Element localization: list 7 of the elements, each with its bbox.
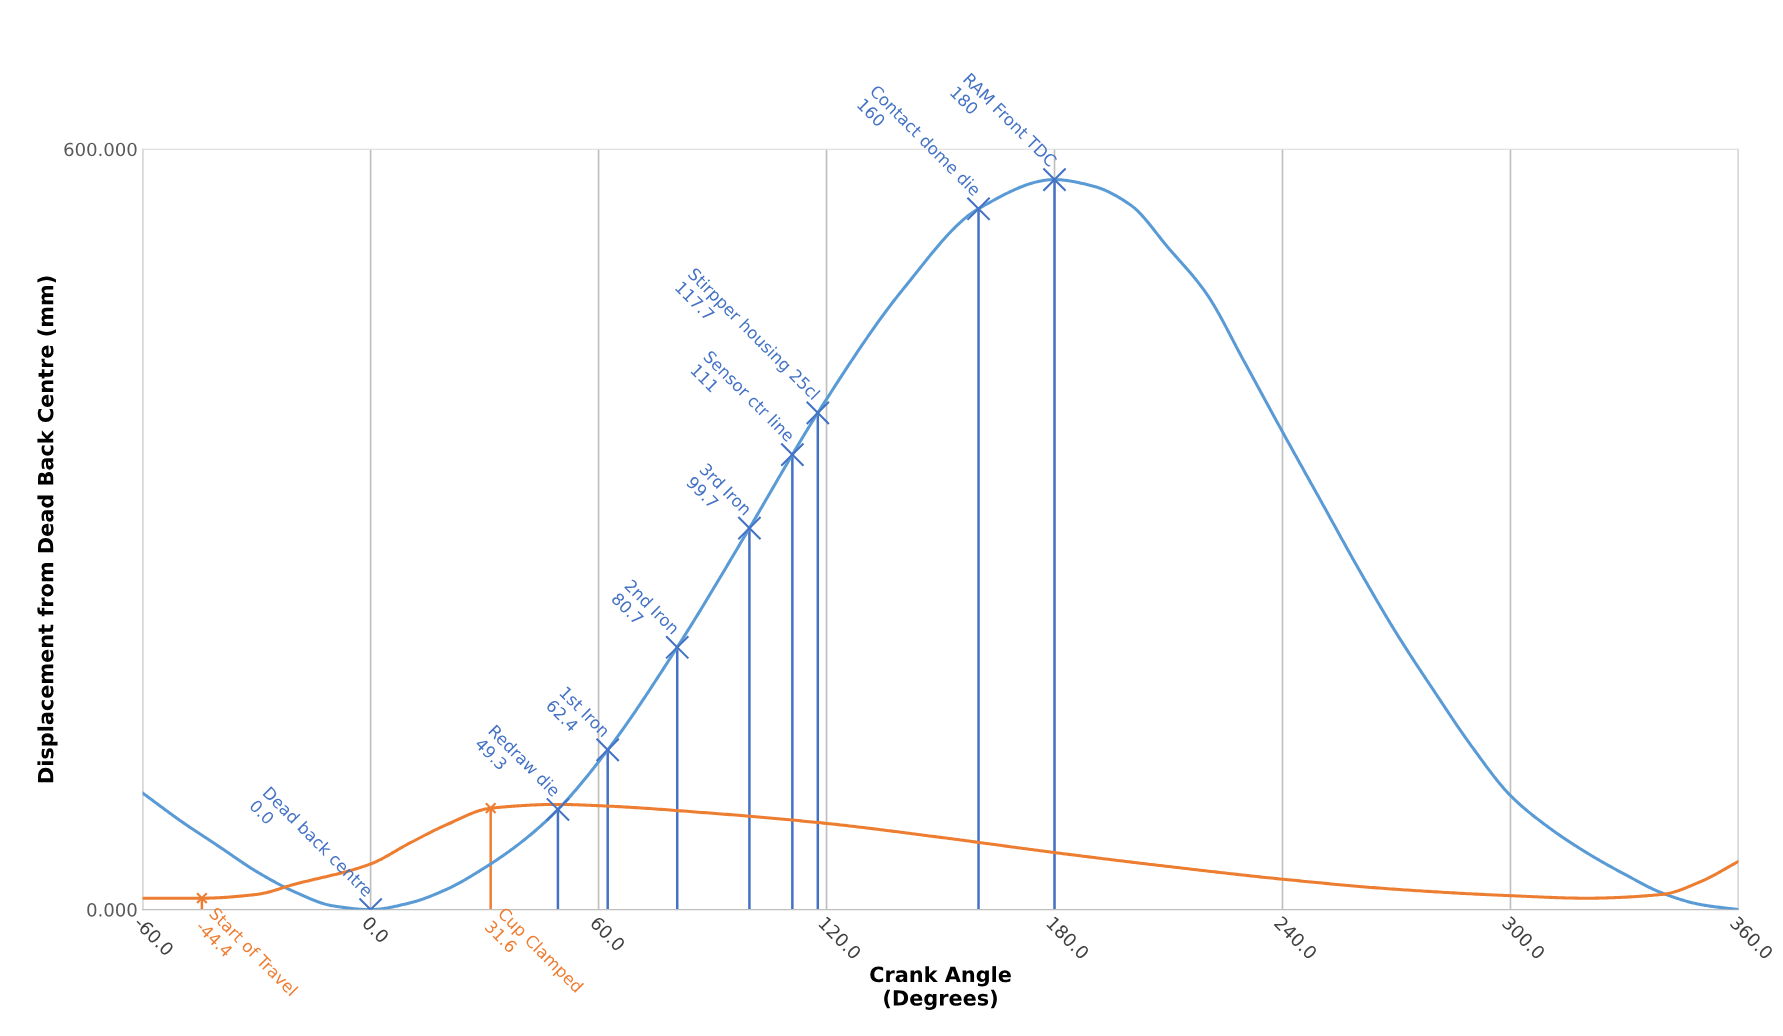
x-axis-title: Crank Angle (Degrees) [870,966,1011,1010]
y-tick-label: 600.000 [64,142,137,157]
y-tick-label: 0.000 [87,903,137,917]
point [196,892,208,905]
x-tick-label: 0.0 [361,915,390,944]
y-axis-title: Displacement from Dead Back Centre (mm) [37,276,58,783]
point [484,802,497,815]
